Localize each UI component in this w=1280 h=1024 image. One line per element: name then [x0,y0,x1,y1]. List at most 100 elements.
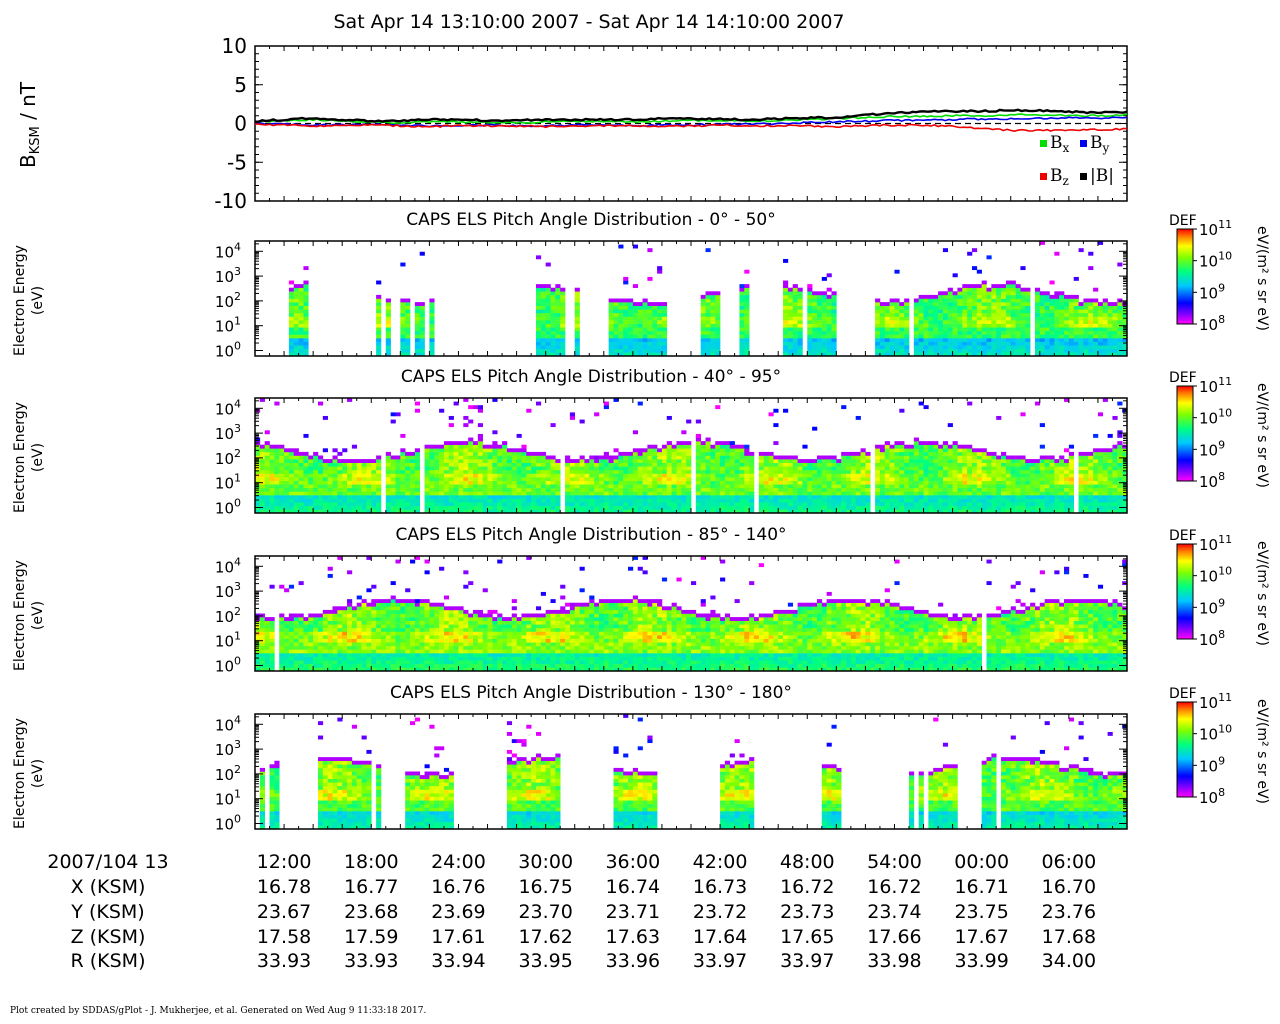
spectrogram-cell [676,473,682,478]
spectrogram-cell [473,498,479,503]
spectrogram-cell [1001,302,1007,306]
spectrogram-cell [322,477,328,481]
spectrogram-cell [473,444,479,449]
spectrogram-cell [439,469,445,474]
spectrogram-cell [1010,330,1016,335]
spectrogram-cell [337,495,343,499]
spectrogram-cell [918,469,924,474]
spectrogram-cell [797,469,803,474]
spectrogram-cell [826,287,832,292]
spectrogram-cell [526,484,532,489]
spectrogram-cell [632,348,639,353]
spectrogram-cell [1039,484,1045,489]
spectrogram-cell [981,284,987,289]
spectrogram-cell [313,455,319,460]
spectrogram-cell [1097,338,1104,342]
spectrogram-cell [458,451,464,456]
spectrogram-cell [1010,352,1016,357]
spectrogram-cell [986,491,992,496]
spectrogram-cell [448,415,454,420]
spectrogram-cell [255,444,261,449]
spectrogram-cell [792,495,798,499]
spectrogram-cell [812,509,818,514]
spectrogram-cell [545,473,551,478]
spectrogram-cell [584,484,590,489]
spectrogram-cell [434,484,440,489]
spectrogram-cell [831,491,837,496]
spectrogram-cell [923,477,929,481]
spectrogram-cell [574,487,580,492]
spectrogram-cell [909,448,915,453]
spectrogram-cell [468,487,474,492]
spectrogram-cell [894,323,900,328]
spectrogram-cell [928,441,934,446]
spectrogram-cell [841,509,847,514]
spectrogram-cell [695,433,701,438]
spectrogram-cell [1068,348,1075,353]
spectrogram-cell [303,491,309,496]
spectrogram-cell [855,502,861,507]
spectrogram-cell [816,502,823,507]
spectrogram-cell [884,498,890,503]
spectrogram-cell [681,505,687,510]
spectrogram-cell [332,466,338,471]
spectrogram-cell [594,462,600,467]
spectrogram-cell [928,327,934,332]
spectrogram-cell [957,348,963,353]
spectrogram-cell [560,323,566,328]
spectrogram-cell [899,484,905,489]
spectrogram-cell [1044,352,1050,357]
spectrogram-cell [269,505,275,510]
spectrogram-cell [1001,480,1007,485]
spectrogram-cell [729,473,735,478]
spectrogram-cell [967,469,973,474]
spectrogram-cell [889,505,895,510]
spectrogram-cell [1005,334,1012,339]
spectrogram-cell [841,469,847,474]
spectrogram-cell [720,487,726,492]
spectrogram-cell [879,334,886,339]
spectrogram-cell [1005,323,1012,328]
spectrogram-cell [657,341,663,346]
spectrogram-cell [293,284,299,289]
spectrogram-cell [589,459,595,463]
spectrogram-cell [695,455,701,460]
spectrogram-cell [700,316,706,321]
spectrogram-cell [996,341,1002,346]
spectrogram-cell [700,505,706,510]
spectrogram-cell [337,505,343,510]
spectrogram-cell [1039,305,1045,310]
spectrogram-cell [971,330,978,335]
spectrogram-cell [666,487,672,492]
spectrogram-cell [739,338,745,342]
spectrogram-cell [724,469,731,474]
spectrogram-cell [443,469,450,474]
spectrogram-cell [792,312,798,317]
spectrogram-cell [967,448,973,453]
spectrogram-cell [967,345,973,350]
spectrogram-cell [821,480,827,485]
spectrogram-cell [623,298,629,303]
spectrogram-cell [1049,316,1055,321]
spectrogram-cell [773,462,779,467]
spectrogram-cell [473,405,479,410]
spectrogram-cell [889,473,895,478]
spectrogram-cell [933,487,939,492]
spectrogram-cell [555,327,561,332]
spectrogram-cell [918,502,924,507]
spectrogram-cell [453,498,459,503]
spectrogram-cell [705,448,711,453]
spectrogram-cell [981,509,987,514]
spectrogram-cell [899,448,905,453]
spectrogram-cell [376,338,382,342]
spectrogram-cell [366,498,372,503]
spectrogram-cell [661,444,668,449]
spectrogram-cell [1020,491,1026,496]
spectrogram-cell [923,441,929,446]
spectrogram-cell [816,484,823,489]
spectrogram-cell [744,320,750,324]
spectrogram-cell [947,491,953,496]
spectrogram-cell [681,491,687,496]
spectrogram-cell [264,473,270,478]
spectrogram-cell [642,498,648,503]
